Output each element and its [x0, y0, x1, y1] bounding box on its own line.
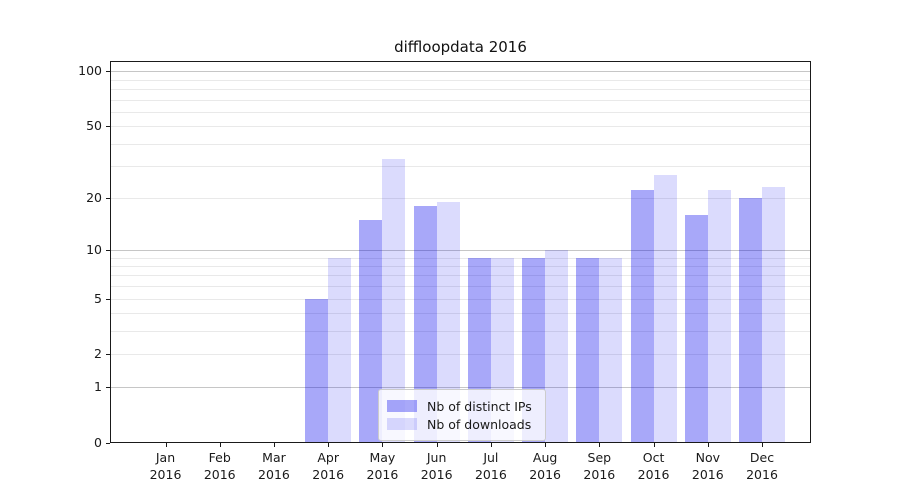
y-axis-tick — [106, 197, 110, 199]
gridline-major — [110, 387, 811, 389]
x-axis-tick-label: Oct 2016 — [637, 450, 670, 482]
y-axis-tick-label: 2 — [94, 346, 102, 362]
y-axis-tick-label: 50 — [86, 118, 102, 134]
legend-label-downloads: Nb of downloads — [427, 416, 532, 432]
x-axis-tick — [762, 443, 764, 447]
y-axis-tick — [106, 126, 110, 128]
x-axis-tick — [219, 443, 221, 447]
x-axis-tick-label: Nov 2016 — [691, 450, 724, 482]
y-axis-tick-label: 10 — [86, 241, 102, 257]
plot-area — [110, 61, 811, 443]
y-axis-tick — [106, 387, 110, 389]
x-axis-tick — [382, 443, 384, 447]
x-axis-tick-label: Sep 2016 — [583, 450, 616, 482]
bar-downloads-oct — [653, 174, 677, 443]
bar-downloads-dec — [762, 186, 786, 443]
x-axis-tick-label: Jul 2016 — [474, 450, 507, 482]
x-axis-tick — [707, 443, 709, 447]
y-axis-tick-label: 0 — [94, 435, 102, 450]
x-axis-tick-label: Aug 2016 — [529, 450, 562, 482]
y-axis-tick — [106, 249, 110, 251]
x-axis-tick-label: Jan 2016 — [149, 450, 182, 482]
gridline-minor — [110, 143, 811, 145]
gridline-minor — [110, 354, 811, 356]
x-axis-tick — [545, 443, 547, 447]
bar-downloads-may — [382, 158, 406, 443]
bar-downloads-sep — [599, 257, 623, 443]
x-axis-tick — [165, 443, 167, 447]
bar-downloads-apr — [328, 257, 352, 443]
gridline-minor — [110, 166, 811, 168]
bar-downloads-nov — [707, 190, 731, 443]
gridline-minor — [110, 257, 811, 259]
gridline-minor — [110, 331, 811, 333]
x-axis-tick-label: Mar 2016 — [258, 450, 290, 482]
chart-title: diffloopdata 2016 — [394, 38, 527, 56]
legend: Nb of distinct IPs Nb of downloads — [378, 389, 546, 441]
y-axis-tick-label: 20 — [86, 189, 102, 205]
gridline-major — [110, 71, 811, 73]
gridline-minor — [110, 88, 811, 90]
gridline-minor — [110, 111, 811, 113]
x-axis-tick — [273, 443, 275, 447]
bar-downloads-jun — [436, 201, 460, 443]
x-axis-tick — [653, 443, 655, 447]
legend-swatch-downloads — [387, 418, 417, 430]
legend-entry-distinct-ips: Nb of distinct IPs — [387, 398, 535, 414]
legend-swatch-distinct-ips — [387, 400, 417, 412]
y-axis-tick-label: 100 — [78, 63, 102, 79]
legend-label-distinct-ips: Nb of distinct IPs — [427, 398, 532, 414]
x-axis-tick — [490, 443, 492, 447]
x-axis-tick-label: Jun 2016 — [420, 450, 453, 482]
x-axis-tick-label: Feb 2016 — [203, 450, 236, 482]
legend-entry-downloads: Nb of downloads — [387, 416, 535, 432]
gridline-minor — [110, 275, 811, 277]
x-axis-tick-label: May 2016 — [366, 450, 399, 482]
x-axis-tick — [328, 443, 330, 447]
y-axis-tick-label: 1 — [94, 379, 102, 395]
x-axis-tick — [436, 443, 438, 447]
bar-downloads-aug — [545, 249, 569, 443]
bar-distinct-ips-apr — [305, 298, 329, 443]
x-axis-tick-label: Apr 2016 — [312, 450, 345, 482]
gridline-minor — [110, 313, 811, 315]
y-axis-tick — [106, 298, 110, 300]
gridline-minor — [110, 126, 811, 128]
bar-distinct-ips-jun — [413, 205, 437, 443]
gridline-minor — [110, 298, 811, 300]
x-axis-tick-label: Dec 2016 — [746, 450, 778, 482]
bar-distinct-ips-oct — [630, 190, 654, 443]
gridline-minor — [110, 286, 811, 288]
gridline-minor — [110, 79, 811, 81]
bar-distinct-ips-dec — [739, 197, 763, 443]
gridline-major — [110, 249, 811, 251]
y-axis-tick — [106, 71, 110, 73]
y-axis-tick — [106, 354, 110, 356]
gridline-minor — [110, 99, 811, 101]
x-axis-tick — [599, 443, 601, 447]
y-axis-tick — [106, 443, 110, 444]
gridline-minor — [110, 197, 811, 199]
bar-distinct-ips-sep — [576, 257, 600, 443]
bar-distinct-ips-may — [359, 219, 383, 443]
bar-distinct-ips-nov — [684, 214, 708, 443]
y-axis-tick-label: 5 — [94, 290, 102, 306]
gridline-minor — [110, 265, 811, 267]
